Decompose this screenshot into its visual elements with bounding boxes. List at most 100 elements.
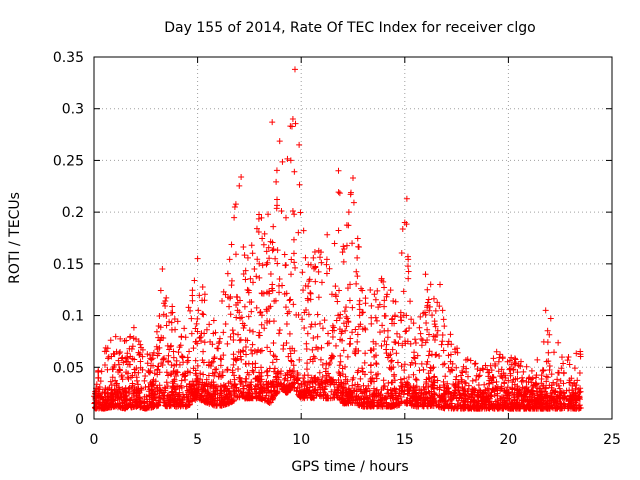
x-tick-label: 5 bbox=[193, 432, 202, 448]
data-point bbox=[372, 352, 379, 359]
data-point bbox=[353, 280, 360, 287]
data-point bbox=[151, 370, 158, 377]
data-point bbox=[373, 375, 380, 382]
data-point bbox=[548, 382, 555, 389]
x-tick-label: 15 bbox=[396, 432, 414, 448]
data-point bbox=[546, 405, 553, 412]
data-point bbox=[102, 385, 109, 392]
data-point bbox=[388, 379, 395, 386]
data-point bbox=[439, 338, 446, 345]
data-point bbox=[263, 368, 270, 375]
data-point bbox=[165, 352, 172, 359]
data-point bbox=[397, 313, 404, 320]
data-point bbox=[422, 339, 429, 346]
data-point bbox=[389, 346, 396, 353]
data-point bbox=[286, 297, 293, 304]
data-point bbox=[106, 401, 113, 408]
data-point bbox=[167, 343, 174, 350]
data-point bbox=[338, 379, 345, 386]
data-point bbox=[533, 381, 540, 388]
data-point bbox=[489, 404, 496, 411]
data-point bbox=[261, 397, 268, 404]
data-point bbox=[285, 386, 292, 393]
data-point bbox=[459, 369, 466, 376]
data-point bbox=[116, 402, 123, 409]
data-point bbox=[343, 313, 350, 320]
data-point bbox=[405, 275, 412, 282]
data-point bbox=[560, 389, 567, 396]
data-point bbox=[404, 263, 411, 270]
data-point bbox=[301, 387, 308, 394]
data-point bbox=[104, 345, 111, 352]
data-point bbox=[143, 393, 150, 400]
data-point bbox=[501, 379, 508, 386]
data-point bbox=[104, 366, 111, 373]
data-point bbox=[190, 345, 197, 352]
data-point bbox=[234, 307, 241, 314]
data-point bbox=[200, 386, 207, 393]
data-point bbox=[420, 366, 427, 373]
data-point bbox=[294, 385, 301, 392]
data-point bbox=[148, 399, 155, 406]
data-point bbox=[145, 369, 152, 376]
data-point bbox=[215, 345, 222, 352]
data-point bbox=[306, 384, 313, 391]
data-point bbox=[170, 384, 177, 391]
data-point bbox=[405, 374, 412, 381]
data-point bbox=[221, 395, 228, 402]
data-point bbox=[373, 361, 380, 368]
data-point bbox=[250, 279, 257, 286]
data-point bbox=[362, 350, 369, 357]
data-point bbox=[258, 347, 265, 354]
data-point bbox=[540, 405, 547, 412]
data-point bbox=[499, 374, 506, 381]
data-point bbox=[350, 374, 357, 381]
data-point bbox=[286, 345, 293, 352]
data-point bbox=[273, 167, 280, 174]
data-point bbox=[522, 388, 529, 395]
data-point bbox=[423, 389, 430, 396]
data-point bbox=[328, 355, 335, 362]
data-point bbox=[282, 214, 289, 221]
data-point bbox=[269, 239, 276, 246]
data-point bbox=[242, 344, 249, 351]
data-point bbox=[524, 396, 531, 403]
data-point bbox=[328, 291, 335, 298]
data-point bbox=[426, 307, 433, 314]
data-point bbox=[301, 395, 308, 402]
data-point bbox=[245, 371, 252, 378]
data-point bbox=[354, 254, 361, 261]
data-point bbox=[254, 256, 261, 263]
data-point bbox=[112, 377, 119, 384]
data-point bbox=[417, 330, 424, 337]
data-point bbox=[427, 399, 434, 406]
data-point bbox=[248, 242, 255, 249]
data-point bbox=[474, 366, 481, 373]
data-point bbox=[533, 372, 540, 379]
data-point bbox=[366, 387, 373, 394]
data-point bbox=[387, 287, 394, 294]
data-point bbox=[554, 376, 561, 383]
data-point bbox=[469, 390, 476, 397]
data-point bbox=[432, 307, 439, 314]
data-point bbox=[457, 372, 464, 379]
data-point bbox=[439, 307, 446, 314]
data-point bbox=[227, 398, 234, 405]
data-point bbox=[381, 327, 388, 334]
data-point bbox=[168, 361, 175, 368]
data-point bbox=[328, 377, 335, 384]
data-point bbox=[159, 266, 166, 273]
data-point bbox=[560, 360, 567, 367]
data-point bbox=[356, 312, 363, 319]
data-point bbox=[244, 337, 251, 344]
data-point bbox=[439, 331, 446, 338]
data-point bbox=[97, 378, 104, 385]
data-point bbox=[440, 390, 447, 397]
data-point bbox=[355, 243, 362, 250]
data-point bbox=[135, 369, 142, 376]
data-point bbox=[403, 327, 410, 334]
data-point bbox=[116, 386, 123, 393]
data-point bbox=[367, 347, 374, 354]
data-point bbox=[256, 274, 263, 281]
data-point bbox=[339, 337, 346, 344]
